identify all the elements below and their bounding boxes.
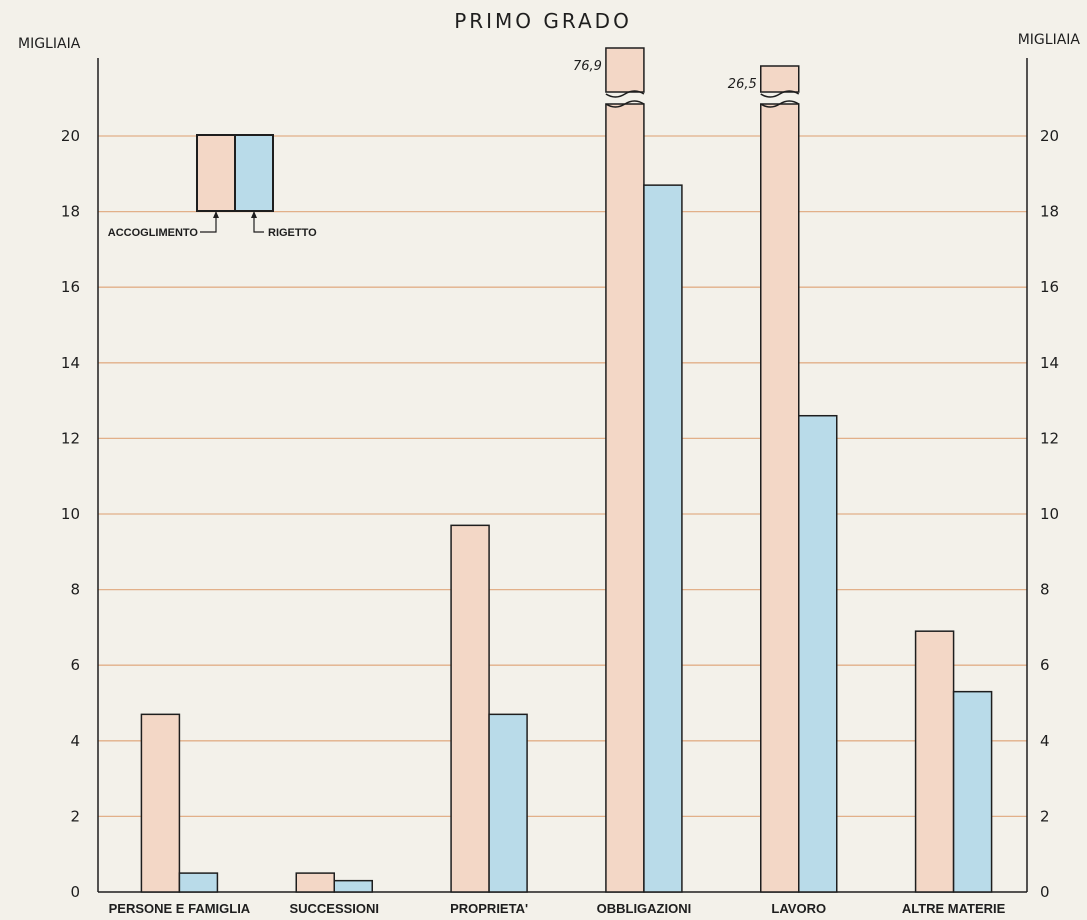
bar-break-mark: [605, 90, 645, 98]
bar-rigetto: [333, 879, 373, 893]
x-category-label: SUCCESSIONI: [289, 901, 379, 916]
y-tick-label-left: 20: [61, 127, 80, 145]
bar-break-mark: [605, 100, 645, 108]
bar-data-label: 26,5: [728, 77, 757, 92]
y-tick-label-left: 6: [70, 656, 80, 674]
legend-label-rigetto: RIGETTO: [268, 227, 317, 239]
y-tick-label-left: 18: [61, 203, 80, 221]
bar-break-mark: [760, 90, 800, 98]
x-category-label: OBBLIGAZIONI: [597, 901, 692, 916]
legend-swatch-accoglimento: [196, 134, 236, 212]
y-tick-label-right: 6: [1040, 656, 1050, 674]
y-tick-label-right: 18: [1040, 203, 1059, 221]
y-tick-label-right: 12: [1040, 429, 1059, 447]
bar-rigetto: [488, 713, 528, 893]
legend-label-accoglimento: ACCOGLIMENTO: [108, 227, 199, 239]
bar-data-label: 76,9: [573, 59, 602, 74]
y-tick-label-right: 0: [1040, 883, 1050, 901]
y-tick-label-right: 16: [1040, 278, 1059, 296]
y-tick-label-left: 8: [70, 581, 80, 599]
bar-accoglimento-broken: [760, 103, 800, 893]
y-tick-label-left: 14: [61, 354, 80, 372]
legend-swatch-rigetto: [234, 134, 274, 212]
bar-accoglimento-cap: [760, 65, 800, 93]
y-tick-labels-right: 0 2 4 6 8 10 12 14 16 18 20: [1040, 127, 1059, 901]
y-tick-label-left: 10: [61, 505, 80, 523]
x-category-label: PERSONE E FAMIGLIA: [109, 901, 251, 916]
bar-accoglimento: [450, 524, 490, 893]
y-axis-label-right: MIGLIAIA: [1018, 32, 1081, 48]
bar-accoglimento-cap: [605, 47, 645, 93]
bar-accoglimento: [140, 713, 181, 893]
x-category-label: LAVORO: [771, 901, 826, 916]
y-tick-labels-left: 0 2 4 6 8 10 12 14 16 18 20: [61, 127, 80, 901]
axes: [97, 58, 1028, 893]
category-labels: PERSONE E FAMIGLIA SUCCESSIONI PROPRIETA' O…: [109, 901, 1006, 916]
y-tick-label-right: 14: [1040, 354, 1059, 372]
chart-title: PRIMO GRADO: [454, 9, 632, 33]
legend-leader-rigetto: [253, 211, 264, 233]
y-tick-label-left: 0: [70, 883, 80, 901]
y-tick-label-left: 16: [61, 278, 80, 296]
bar-rigetto: [178, 872, 219, 893]
bar-rigetto: [798, 414, 838, 893]
y-tick-label-right: 8: [1040, 581, 1050, 599]
bars: 76,9 26,5: [140, 47, 993, 893]
y-tick-label-left: 4: [70, 732, 80, 750]
bar-break-mark: [760, 100, 800, 108]
legend: ACCOGLIMENTO RIGETTO: [108, 134, 317, 239]
bar-accoglimento-broken: [605, 103, 645, 893]
bar-rigetto: [643, 184, 683, 893]
y-tick-label-left: 12: [61, 429, 80, 447]
y-tick-label-right: 2: [1040, 807, 1050, 825]
y-tick-label-right: 4: [1040, 732, 1050, 750]
bar-accoglimento: [914, 630, 955, 893]
bar-rigetto: [952, 690, 993, 893]
y-tick-label-left: 2: [70, 807, 80, 825]
legend-arrow-rigetto: [251, 211, 257, 218]
bar-accoglimento: [295, 872, 335, 893]
y-tick-label-right: 20: [1040, 127, 1059, 145]
x-category-label: ALTRE MATERIE: [902, 901, 1006, 916]
legend-arrow-accoglimento: [213, 211, 219, 218]
y-tick-label-right: 10: [1040, 505, 1059, 523]
legend-leader-accoglimento: [200, 211, 217, 233]
grid: [98, 135, 1027, 818]
x-category-label: PROPRIETA': [450, 901, 528, 916]
y-axis-label-left: MIGLIAIA: [18, 36, 81, 52]
